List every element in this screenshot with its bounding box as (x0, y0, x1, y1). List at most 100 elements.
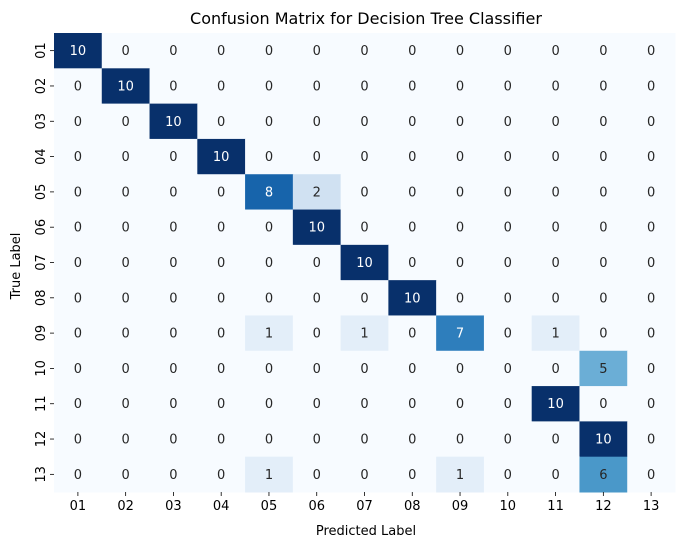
heatmap-cell-r1-c2 (101, 33, 151, 69)
cell-label-r7-c9: 0 (456, 256, 464, 271)
cell-label-r8-c11: 0 (551, 291, 559, 306)
cell-label-r9-c10: 0 (504, 327, 512, 342)
heatmap-cell-r3-c6 (292, 103, 342, 140)
cell-label-r5-c3: 0 (169, 185, 177, 200)
cell-label-r10-c6: 0 (313, 362, 321, 377)
cell-label-r12-c7: 0 (360, 433, 368, 448)
x-tick-label-11: 11 (547, 499, 564, 514)
cell-label-r2-c13: 0 (647, 79, 655, 94)
cell-label-r13-c4: 0 (217, 468, 225, 483)
heatmap-cell-r7-c13 (627, 244, 676, 281)
heatmap-cell-r1-c4 (197, 33, 246, 69)
cell-label-r4-c4: 10 (213, 150, 230, 165)
cell-label-r13-c3: 0 (169, 468, 177, 483)
x-tick-label-08: 08 (404, 499, 421, 514)
cell-label-r7-c7: 10 (356, 256, 373, 271)
heatmap-cell-r13-c4 (197, 456, 246, 493)
y-tick-label-05: 05 (34, 184, 49, 201)
heatmap-cell-r12-c9 (436, 421, 485, 458)
cell-label-r5-c7: 0 (360, 185, 368, 200)
cell-label-r2-c7: 0 (360, 79, 368, 94)
heatmap-cells (54, 33, 676, 493)
x-tick-label-01: 01 (70, 499, 87, 514)
cell-label-r1-c6: 0 (313, 44, 321, 59)
heatmap-cell-r2-c11 (531, 68, 580, 105)
cell-label-r2-c9: 0 (456, 79, 464, 94)
heatmap-cell-r2-c13 (627, 68, 676, 105)
cell-label-r5-c4: 0 (217, 185, 225, 200)
heatmap-cell-r11-c12 (579, 386, 628, 422)
heatmap-cell-r9-c1 (54, 315, 103, 352)
heatmap-cell-r10-c11 (531, 350, 580, 387)
heatmap-cell-r9-c8 (388, 315, 437, 352)
cell-label-r11-c11: 10 (547, 397, 564, 412)
heatmap-cell-r11-c8 (388, 386, 437, 422)
heatmap-cell-r4-c9 (436, 138, 485, 175)
cell-label-r2-c6: 0 (313, 79, 321, 94)
cell-label-r2-c1: 0 (74, 79, 82, 94)
cell-label-r2-c4: 0 (217, 79, 225, 94)
cell-label-r5-c10: 0 (504, 185, 512, 200)
heatmap-cell-r3-c2 (101, 103, 151, 140)
cell-label-r3-c8: 0 (408, 115, 416, 130)
cell-label-r3-c6: 0 (313, 115, 321, 130)
cell-label-r6-c10: 0 (504, 221, 512, 236)
y-tick-label-02: 02 (34, 78, 49, 95)
heatmap-cell-r6-c5 (245, 209, 294, 246)
heatmap-cell-r2-c6 (292, 68, 342, 105)
cell-label-r7-c10: 0 (504, 256, 512, 271)
heatmap-cell-r12-c13 (627, 421, 676, 458)
heatmap-cell-r4-c2 (101, 138, 151, 175)
cell-label-r9-c7: 1 (360, 327, 368, 342)
heatmap-cell-r9-c5 (245, 315, 294, 352)
x-tick-label-02: 02 (117, 499, 134, 514)
heatmap-cell-r6-c1 (54, 209, 103, 246)
heatmap-cell-r5-c2 (101, 174, 151, 211)
heatmap-cell-r3-c8 (388, 103, 437, 140)
cell-label-r10-c11: 0 (551, 362, 559, 377)
heatmap-cell-r5-c6 (292, 174, 342, 211)
heatmap-cell-r11-c4 (197, 386, 246, 422)
heatmap-cell-r9-c2 (101, 315, 151, 352)
cell-label-r13-c8: 0 (408, 468, 416, 483)
heatmap-cell-r7-c3 (149, 244, 198, 281)
heatmap-cell-r1-c6 (292, 33, 342, 69)
heatmap-cell-r4-c13 (627, 138, 676, 175)
heatmap-cell-r12-c12 (579, 421, 628, 458)
cell-label-r1-c8: 0 (408, 44, 416, 59)
x-axis-ticks: 01 02 03 04 05 06 07 08 09 10 11 12 13 (70, 492, 659, 514)
cell-label-r4-c11: 0 (551, 150, 559, 165)
cell-label-r9-c13: 0 (647, 327, 655, 342)
cell-label-r9-c5: 1 (265, 327, 273, 342)
cell-label-r13-c1: 0 (74, 468, 82, 483)
cell-label-r11-c10: 0 (504, 397, 512, 412)
cell-label-r10-c2: 0 (122, 362, 130, 377)
heatmap-cell-r10-c12 (579, 350, 628, 387)
y-tick-label-10: 10 (34, 360, 49, 377)
cell-label-r4-c1: 0 (74, 150, 82, 165)
cell-label-r8-c3: 0 (169, 291, 177, 306)
cell-label-r7-c1: 0 (74, 256, 82, 271)
heatmap-cell-r2-c5 (245, 68, 294, 105)
heatmap-cell-r6-c7 (340, 209, 389, 246)
cell-label-r6-c1: 0 (74, 221, 82, 236)
heatmap-cell-r1-c7 (340, 33, 389, 69)
heatmap-cell-r4-c8 (388, 138, 437, 175)
heatmap-cell-r10-c9 (436, 350, 485, 387)
cell-label-r2-c8: 0 (408, 79, 416, 94)
heatmap-cell-r9-c3 (149, 315, 198, 352)
cell-label-r5-c9: 0 (456, 185, 464, 200)
heatmap-cell-r2-c3 (149, 68, 198, 105)
cell-label-r7-c13: 0 (647, 256, 655, 271)
heatmap-cell-r12-c7 (340, 421, 389, 458)
cell-label-r4-c5: 0 (265, 150, 273, 165)
heatmap-cell-r2-c12 (579, 68, 628, 105)
heatmap-cell-r11-c6 (292, 386, 342, 422)
cell-label-r6-c7: 0 (360, 221, 368, 236)
cell-label-r9-c9: 7 (456, 327, 464, 342)
heatmap-cell-r1-c13 (627, 33, 676, 69)
heatmap-cell-r3-c10 (483, 103, 533, 140)
cell-label-r4-c6: 0 (313, 150, 321, 165)
cell-label-r10-c12: 5 (599, 362, 607, 377)
cell-label-r10-c1: 0 (74, 362, 82, 377)
